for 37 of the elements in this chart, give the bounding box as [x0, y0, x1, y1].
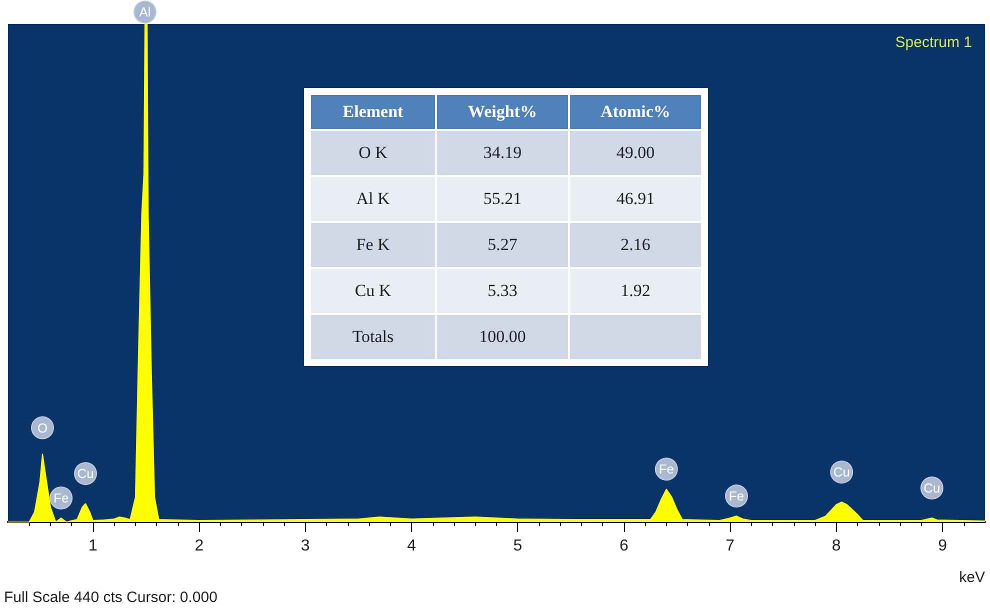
annotation: Cu	[833, 464, 850, 480]
annotation: Fe	[658, 462, 674, 477]
category-label: Fe K	[356, 235, 390, 254]
text: 5.33	[488, 281, 518, 300]
category-label: Al K	[356, 189, 390, 208]
x-tick-label: 9	[938, 538, 948, 554]
category-label: Weight%	[436, 94, 569, 130]
annotation: Fe	[54, 490, 69, 506]
x-axis-title: keV	[959, 569, 985, 586]
annotation: Cu	[924, 480, 940, 496]
text: 1.92	[620, 281, 650, 300]
text: 55.21	[483, 189, 522, 208]
text: 34.19	[483, 143, 522, 162]
category-label: Totals	[352, 327, 394, 346]
category-label: Cu K	[354, 281, 392, 300]
text: 5.27	[488, 235, 518, 254]
annotation: O	[37, 420, 48, 436]
category-label: O K	[358, 143, 388, 162]
text: 46.91	[616, 189, 655, 208]
annotation: Fe	[728, 488, 744, 504]
text: Spectrum 1	[895, 34, 972, 51]
x-tick-label: 5	[513, 538, 522, 554]
x-tick-label: 8	[832, 538, 841, 554]
x-tick-label: 1	[88, 538, 98, 554]
category-label: Element	[310, 94, 436, 130]
x-tick-label: 2	[194, 538, 204, 554]
annotation: Al	[139, 4, 151, 20]
x-tick-label: 6	[619, 538, 628, 554]
x-tick-label: 3	[300, 538, 310, 554]
text: 2.16	[620, 235, 650, 254]
text: 100.00	[479, 327, 526, 346]
x-tick-label: 4	[407, 538, 416, 554]
text: 49.00	[616, 143, 655, 162]
x-tick-label: 7	[726, 538, 735, 554]
annotation: Cu	[77, 466, 94, 482]
text: Full Scale 440 cts Cursor: 0.000	[4, 589, 218, 606]
category-label: Atomic%	[569, 94, 702, 130]
